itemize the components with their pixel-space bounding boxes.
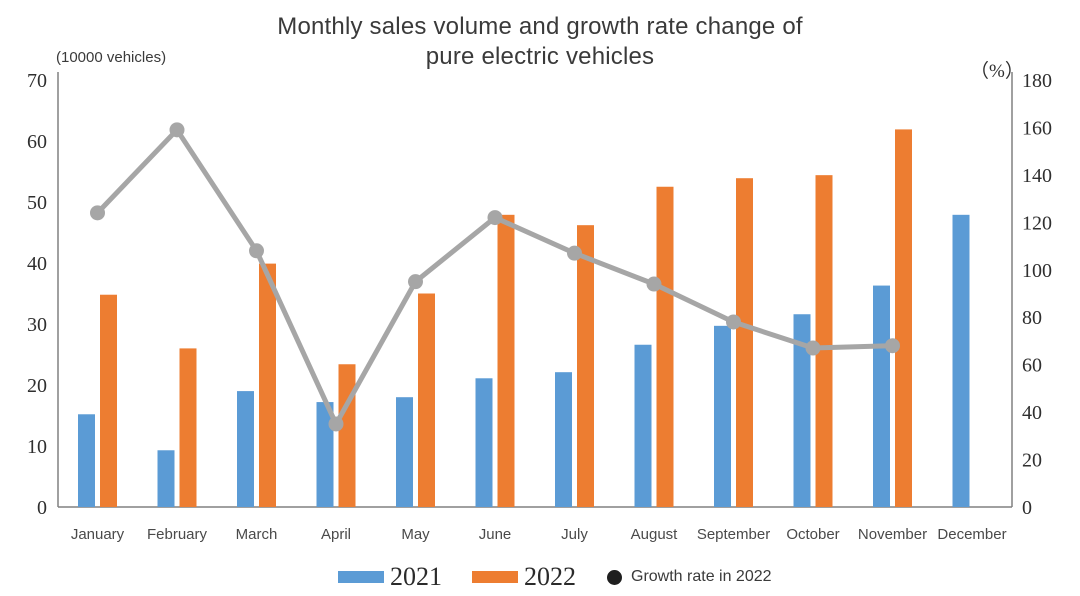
growth-rate-point-august — [646, 276, 662, 292]
legend: 2021 2022 Growth rate in 2022 — [0, 560, 1080, 592]
growth-rate-point-april — [328, 416, 344, 432]
left-axis-tick-30: 30 — [27, 314, 47, 336]
legend-item-growth-rate: Growth rate in 2022 — [607, 568, 772, 586]
right-axis-tick-140: 140 — [1022, 165, 1052, 187]
bar-2022-february — [179, 348, 197, 507]
bar-2022-june — [497, 214, 515, 507]
right-axis-tick-60: 60 — [1022, 355, 1042, 377]
growth-rate-point-january — [90, 205, 105, 221]
x-axis-label-november: November — [858, 526, 927, 543]
growth-rate-point-february — [169, 122, 185, 138]
x-axis-label-april: April — [321, 526, 351, 543]
right-axis-tick-180: 180 — [1022, 70, 1052, 92]
bar-2021-november — [873, 285, 890, 507]
bar-2021-august — [634, 344, 652, 507]
bar-2021-may — [396, 397, 413, 507]
right-axis-tick-20: 20 — [1022, 450, 1042, 472]
x-axis-label-june: June — [479, 526, 512, 543]
bar-2021-april — [316, 402, 334, 507]
line-series-growth-rate — [90, 122, 900, 432]
growth-rate-point-november — [885, 338, 900, 354]
x-axis-label-july: July — [561, 526, 588, 543]
left-axis-unit-label: (10000 vehicles) — [56, 49, 167, 66]
growth-rate-point-july — [567, 245, 582, 261]
left-axis-tick-50: 50 — [27, 192, 47, 214]
left-axis-tick-10: 10 — [27, 436, 47, 458]
legend-item-2021: 2021 — [338, 562, 442, 592]
bar-2022-january — [100, 294, 117, 507]
chart-title: Monthly sales volume and growth rate cha… — [0, 12, 1080, 72]
growth-rate-point-september — [726, 314, 741, 330]
bar-2021-march — [237, 391, 254, 507]
x-axis-label-august: August — [631, 526, 679, 543]
right-axis-unit-label: （%） — [970, 61, 1024, 82]
x-axis-label-december: December — [937, 526, 1006, 543]
chart-title-line-1: Monthly sales volume and growth rate cha… — [277, 13, 803, 40]
bar-2022-july — [577, 225, 594, 507]
x-axis-label-march: March — [236, 526, 278, 543]
x-axis-label-january: January — [71, 526, 125, 543]
legend-item-2022: 2022 — [472, 562, 576, 592]
bar-2022-august — [656, 186, 674, 507]
bar-series-2022 — [100, 129, 912, 507]
right-axis-tick-120: 120 — [1022, 212, 1052, 234]
left-axis-tick-20: 20 — [27, 375, 47, 397]
x-axis-label-february: February — [147, 526, 208, 543]
right-axis-tick-160: 160 — [1022, 117, 1052, 139]
bar-2021-december — [952, 214, 970, 507]
bar-2021-january — [78, 414, 95, 507]
legend-label-growth-rate: Growth rate in 2022 — [631, 568, 772, 585]
left-axis-tick-40: 40 — [27, 253, 47, 275]
bar-2022-november — [895, 129, 912, 507]
legend-label-2021: 2021 — [390, 562, 442, 591]
legend-dot-icon — [607, 569, 622, 585]
growth-rate-line — [95, 127, 893, 427]
axes: 0 10 20 30 40 50 60 70 0 20 40 60 80 100 120 140 160 180 — [27, 70, 1052, 519]
growth-rate-point-may — [408, 274, 423, 290]
right-axis-tick-80: 80 — [1022, 307, 1042, 329]
left-axis-tick-60: 60 — [27, 131, 47, 153]
x-axis-labels: January February March April May June July Augu… — [71, 526, 1007, 543]
x-axis-label-september: September — [697, 526, 770, 543]
bar-2021-september — [714, 325, 731, 507]
bar-2022-march — [259, 263, 276, 507]
left-axis-tick-0: 0 — [37, 497, 47, 519]
bar-2022-october — [815, 175, 833, 507]
bar-2022-may — [418, 293, 435, 507]
x-axis-label-may: May — [401, 526, 430, 543]
legend-swatch-2022 — [472, 571, 518, 583]
bar-2021-october — [793, 314, 811, 507]
growth-rate-point-march — [249, 243, 264, 259]
bar-2021-june — [475, 378, 493, 507]
legend-label-2022: 2022 — [524, 562, 576, 591]
chart-title-line-2: pure electric vehicles — [425, 43, 655, 70]
right-axis-tick-100: 100 — [1022, 260, 1052, 282]
right-axis-tick-0: 0 — [1022, 497, 1032, 519]
bar-2022-september — [736, 178, 753, 507]
bar-2021-july — [555, 372, 572, 507]
growth-rate-point-october — [805, 340, 821, 356]
bar-2021-february — [157, 450, 175, 507]
legend-swatch-2021 — [338, 571, 384, 583]
growth-rate-point-june — [487, 210, 503, 226]
bar-series-2021 — [78, 214, 970, 507]
bar-2022-april — [338, 364, 356, 507]
left-axis-tick-70: 70 — [27, 70, 47, 92]
right-axis-tick-40: 40 — [1022, 402, 1042, 424]
x-axis-label-october: October — [786, 526, 839, 543]
